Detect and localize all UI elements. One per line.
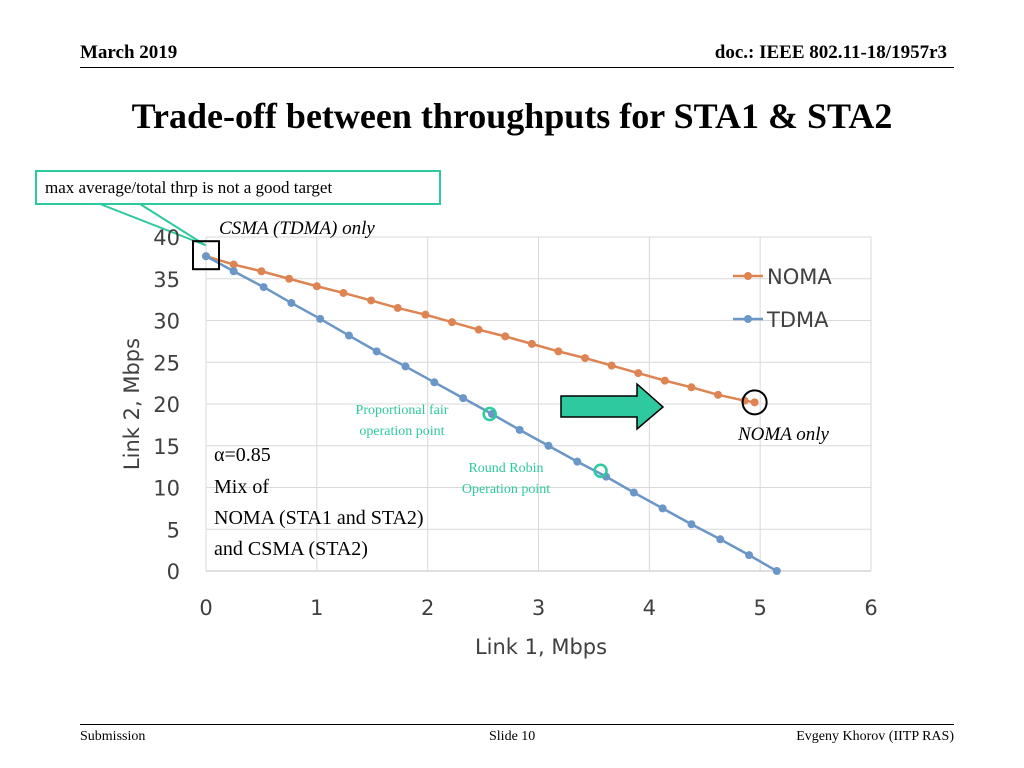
y-tick-label: 5 bbox=[167, 518, 180, 542]
mix-description-line: NOMA (STA1 and STA2) bbox=[214, 507, 424, 529]
y-tick-label: 35 bbox=[153, 268, 180, 292]
data-point-noma bbox=[660, 376, 669, 385]
operation-point-label: operation point bbox=[359, 424, 444, 439]
operation-point-label: Proportional fair bbox=[356, 403, 449, 418]
data-point-tdma bbox=[487, 410, 496, 419]
footer-author: Evgeny Khorov (IITP RAS) bbox=[796, 729, 954, 744]
data-point-tdma bbox=[287, 298, 296, 307]
footer-divider bbox=[80, 724, 954, 725]
mix-description-line: Mix of bbox=[214, 476, 269, 498]
y-tick-label: 0 bbox=[167, 560, 180, 584]
noma-only-circle bbox=[741, 389, 768, 416]
data-point-noma bbox=[285, 274, 294, 283]
data-point-noma bbox=[229, 260, 238, 269]
data-point-noma bbox=[448, 318, 457, 327]
data-point-noma bbox=[554, 347, 563, 356]
operation-point-marker bbox=[482, 406, 497, 422]
data-point-noma bbox=[421, 310, 430, 319]
x-tick-label: 6 bbox=[864, 596, 877, 620]
data-point-noma bbox=[687, 383, 696, 392]
csma-only-box bbox=[192, 240, 220, 271]
noma-only-label: NOMA only bbox=[737, 424, 830, 445]
data-point-tdma bbox=[372, 347, 381, 356]
data-point-noma bbox=[527, 339, 536, 348]
x-axis-title: Link 1, Mbps bbox=[475, 635, 607, 659]
data-point-tdma bbox=[401, 362, 410, 371]
data-point-tdma bbox=[772, 567, 781, 575]
header-date: March 2019 bbox=[80, 42, 178, 63]
data-point-noma bbox=[714, 390, 723, 399]
data-point-noma bbox=[367, 296, 376, 305]
legend-marker bbox=[744, 315, 752, 323]
x-tick-label: 1 bbox=[310, 596, 323, 620]
data-point-tdma bbox=[430, 378, 439, 387]
data-point-tdma bbox=[515, 425, 524, 434]
x-tick-label: 2 bbox=[421, 596, 434, 620]
y-tick-label: 20 bbox=[153, 393, 180, 417]
data-point-noma bbox=[750, 398, 759, 407]
legend-label: TDMA bbox=[766, 308, 829, 332]
data-point-tdma bbox=[745, 551, 754, 560]
data-point-tdma bbox=[687, 520, 696, 529]
footer-submission: Submission bbox=[80, 729, 146, 744]
legend-label: NOMA bbox=[767, 265, 832, 289]
data-point-noma bbox=[474, 325, 483, 334]
data-point-noma bbox=[339, 288, 348, 297]
header-doc-id: doc.: IEEE 802.11-18/1957r3 bbox=[714, 42, 947, 63]
data-point-tdma bbox=[259, 283, 268, 292]
x-tick-label: 0 bbox=[199, 596, 212, 620]
callout-box: max average/total thrp is not a good tar… bbox=[35, 170, 441, 205]
data-point-noma bbox=[607, 361, 616, 370]
data-point-noma bbox=[501, 332, 510, 341]
operation-point-label: Round Robin bbox=[468, 461, 543, 476]
series-line-noma bbox=[205, 255, 755, 404]
x-tick-label: 4 bbox=[643, 596, 656, 620]
data-point-tdma bbox=[658, 504, 667, 513]
data-point-tdma bbox=[629, 488, 638, 497]
x-tick-label: 5 bbox=[753, 596, 766, 620]
data-point-noma bbox=[257, 267, 266, 276]
x-tick-label: 3 bbox=[532, 596, 545, 620]
data-point-tdma bbox=[202, 252, 210, 261]
y-tick-label: 25 bbox=[153, 351, 180, 375]
chart-labels: 0 5 10 15 20 25 30 35 40 0 1 2 3 4 5 6 Link 1, Mbps Link … bbox=[120, 218, 878, 659]
y-tick-label: 15 bbox=[153, 435, 180, 459]
operation-point-label: Operation point bbox=[462, 482, 550, 497]
data-point-tdma bbox=[573, 457, 582, 466]
data-point-noma bbox=[393, 303, 402, 312]
data-point-noma bbox=[312, 282, 321, 291]
data-point-tdma bbox=[459, 394, 468, 403]
data-point-noma bbox=[581, 354, 590, 363]
y-tick-label: 30 bbox=[153, 310, 180, 334]
alpha-label: α=0.85 bbox=[214, 444, 271, 466]
slide-title: Trade-off between throughputs for STA1 &… bbox=[131, 96, 893, 136]
direction-arrow bbox=[560, 382, 665, 431]
y-tick-label: 40 bbox=[153, 226, 180, 250]
footer-slide-number: Slide 10 bbox=[489, 729, 536, 744]
mix-description-line: and CSMA (STA2) bbox=[214, 538, 368, 560]
data-point-tdma bbox=[544, 441, 553, 450]
data-point-tdma bbox=[716, 535, 725, 544]
y-axis-title: Link 2, Mbps bbox=[120, 338, 144, 470]
data-point-tdma bbox=[229, 267, 238, 276]
data-point-tdma bbox=[316, 314, 325, 323]
legend-marker bbox=[744, 272, 752, 280]
csma-only-label: CSMA (TDMA) only bbox=[219, 218, 375, 239]
data-point-noma bbox=[634, 369, 643, 378]
data-point-tdma bbox=[344, 331, 353, 340]
y-tick-label: 10 bbox=[153, 477, 180, 501]
header-divider bbox=[80, 67, 954, 68]
operation-point-marker bbox=[593, 463, 608, 479]
